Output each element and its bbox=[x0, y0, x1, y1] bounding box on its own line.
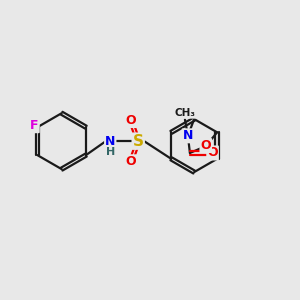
Text: N: N bbox=[183, 129, 193, 142]
Text: S: S bbox=[133, 134, 144, 149]
Text: F: F bbox=[30, 119, 39, 132]
Text: O: O bbox=[207, 146, 218, 160]
Text: O: O bbox=[200, 139, 211, 152]
Text: O: O bbox=[125, 155, 136, 168]
Text: CH₃: CH₃ bbox=[175, 108, 196, 118]
Text: N: N bbox=[105, 135, 116, 148]
Text: O: O bbox=[125, 114, 136, 127]
Text: H: H bbox=[106, 147, 115, 158]
